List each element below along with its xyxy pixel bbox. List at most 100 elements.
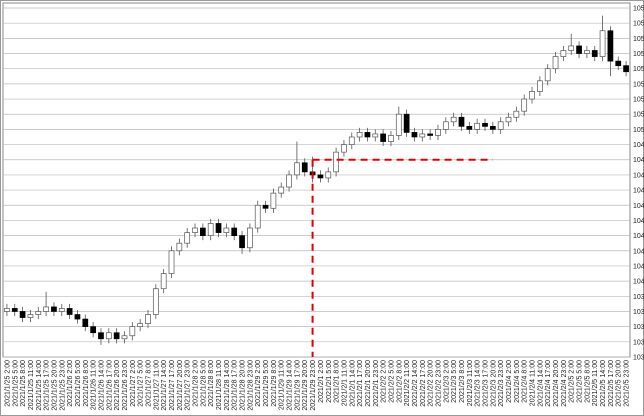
y-tick-label: 105 [633, 127, 644, 134]
x-tick-label: 2021/1/29 11:00 [279, 360, 286, 410]
candle-body [505, 116, 512, 123]
x-tick-label: 2021/1/25 20:00 [51, 360, 58, 411]
x-tick-label: 2021/1/29 8:00 [271, 360, 278, 407]
candle-body [145, 314, 151, 324]
candle-body [474, 122, 481, 130]
candle-body [552, 56, 559, 70]
x-tick-label: 2021/1/29 20:00 [302, 360, 309, 411]
candle-body [43, 306, 49, 312]
candle-body [58, 308, 65, 312]
y-tick-label: 104.1 [633, 263, 644, 270]
x-tick-label: 2021/1/26 2:00 [67, 360, 74, 407]
x-tick-label: 2021/1/28 8:00 [208, 360, 215, 407]
x-tick-label: 2021/1/28 14:00 [224, 360, 231, 411]
x-tick-label: 2021/2/2 2:00 [381, 360, 388, 403]
x-tick-label: 2021/2/2 23:00 [435, 360, 442, 407]
x-tick-label: 2021/2/1 2:00 [318, 360, 325, 403]
candle-body [521, 98, 528, 112]
x-tick-label: 2021/2/4 14:00 [537, 360, 544, 407]
x-tick-label: 2021/1/29 2:00 [255, 360, 262, 407]
x-tick-label: 2021/2/3 20:00 [490, 360, 497, 407]
x-tick-label: 2021/2/3 8:00 [459, 360, 466, 403]
candle-body [356, 132, 363, 138]
x-tick-label: 2021/1/28 2:00 [193, 360, 200, 407]
x-tick-label: 2021/1/26 8:00 [83, 360, 90, 407]
x-tick-label: 2021/1/27 8:00 [145, 360, 152, 407]
candle-body [152, 288, 159, 315]
x-tick-label: 2021/1/26 11:00 [91, 360, 98, 410]
x-tick-label: 2021/2/2 11:00 [404, 360, 411, 406]
x-tick-label: 2021/2/1 17:00 [357, 360, 364, 407]
x-tick-label: 2021/1/29 5:00 [263, 360, 270, 407]
candle-body [113, 332, 120, 340]
candle-body [247, 227, 253, 249]
candle-body [184, 232, 191, 244]
x-tick-label: 2021/1/29 14:00 [287, 360, 294, 411]
x-tick-label: 2021/1/25 2:00 [4, 360, 11, 407]
candle-body [66, 308, 73, 315]
y-tick-label: 105.2 [633, 97, 644, 104]
candle-body [11, 308, 18, 312]
candle-body [458, 116, 465, 127]
x-tick-label: 2021/1/27 23:00 [185, 360, 192, 411]
y-tick-label: 103.8 [633, 309, 644, 316]
x-tick-label: 2021/2/4 2:00 [506, 360, 513, 403]
candle-body [607, 30, 614, 62]
candle-body [450, 116, 457, 123]
candle-body [239, 235, 245, 249]
x-tick-label: 2021/1/28 5:00 [200, 360, 207, 407]
x-tick-label: 2021/1/27 20:00 [177, 360, 184, 411]
candle-body [435, 129, 441, 136]
x-tick-label: 2021/1/25 5:00 [12, 360, 19, 407]
y-tick-label: 105.5 [633, 51, 644, 58]
candle-body [513, 110, 520, 118]
x-tick-label: 2021/2/5 5:00 [577, 360, 584, 403]
x-tick-label: 2021/2/1 8:00 [334, 360, 341, 403]
candle-body [568, 45, 575, 51]
x-tick-label: 2021/1/27 2:00 [130, 360, 137, 407]
x-tick-label: 2021/1/26 17:00 [106, 360, 113, 411]
x-tick-label: 2021/2/3 14:00 [475, 360, 482, 407]
y-tick-label: 105.3 [633, 81, 644, 88]
y-tick-label: 105.4 [633, 66, 644, 73]
candle-body [223, 227, 230, 233]
candle-body [419, 133, 426, 138]
candle-body [168, 250, 175, 274]
candle-body [466, 126, 473, 130]
candle-body [262, 204, 269, 209]
candle-body [105, 332, 112, 340]
x-tick-label: 2021/1/27 14:00 [161, 360, 168, 411]
x-tick-label: 2021/2/5 17:00 [608, 360, 615, 407]
candle-body [599, 30, 606, 57]
x-tick-label: 2021/1/25 17:00 [44, 360, 51, 411]
x-tick-label: 2021/2/1 14:00 [349, 360, 356, 407]
candle-body [51, 306, 57, 312]
x-tick-label: 2021/2/5 20:00 [616, 360, 623, 407]
y-tick-label: 104.4 [633, 218, 644, 225]
x-tick-label: 2021/1/29 23:00 [310, 360, 317, 411]
candle-body [615, 60, 622, 67]
candle-body [348, 136, 355, 145]
candle-body [294, 162, 300, 176]
x-tick-label: 2021/2/5 8:00 [584, 360, 591, 403]
candle-body [254, 204, 261, 229]
x-tick-label: 2021/2/4 5:00 [514, 360, 521, 403]
candle-body [160, 273, 167, 290]
y-tick-label: 104.9 [633, 142, 644, 149]
candle-body [207, 223, 214, 236]
candle-body [591, 50, 598, 57]
candle-body [544, 68, 551, 82]
x-tick-label: 2021/1/25 14:00 [36, 360, 43, 411]
x-tick-label: 2021/2/5 11:00 [592, 360, 599, 406]
plot-area [2, 2, 631, 358]
y-tick-label: 105.6 [633, 36, 644, 43]
candle-body [215, 223, 222, 233]
candle-body [19, 311, 26, 318]
x-tick-label: 2021/1/29 17:00 [294, 360, 301, 411]
candle-body [129, 326, 136, 337]
candle-body [301, 162, 308, 173]
candle-body [560, 50, 567, 57]
x-tick-label: 2021/2/5 14:00 [600, 360, 607, 407]
x-tick-label: 2021/1/28 20:00 [240, 360, 247, 411]
